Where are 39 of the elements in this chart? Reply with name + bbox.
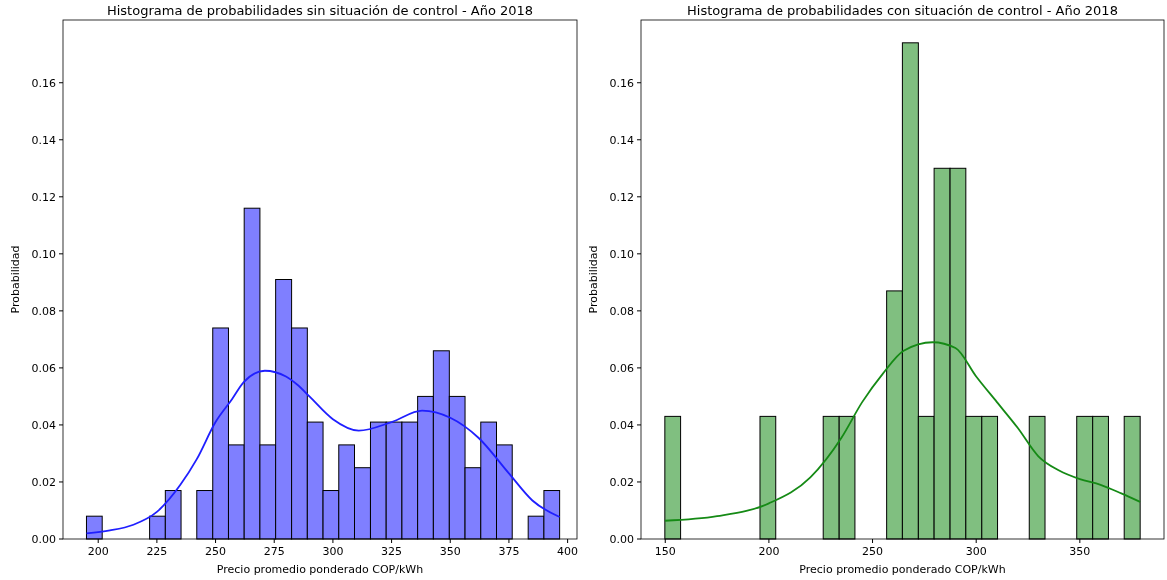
y-tick-label: 0.08	[31, 304, 56, 318]
x-tick-label: 250	[205, 545, 227, 558]
y-tick-label: 0.00	[609, 533, 634, 546]
y-tick-label: 0.10	[31, 247, 56, 261]
chart-title: Histograma de probabilidades sin situación de control - Año 2018	[106, 3, 534, 18]
y-tick-label: 0.04	[31, 418, 56, 432]
y-tick-label: 0.04	[609, 418, 634, 432]
x-tick-label: 150	[654, 545, 676, 558]
y-tick-label: 0.12	[609, 190, 634, 204]
x-tick-label: 325	[381, 545, 403, 558]
y-tick-label: 0.02	[609, 475, 634, 489]
y-tick-label: 0.12	[31, 190, 56, 204]
y-tick-label: 0.02	[31, 475, 56, 489]
x-tick-label: 350	[1069, 545, 1091, 558]
x-tick-label: 375	[498, 545, 520, 558]
y-tick-label: 0.00	[31, 533, 56, 546]
x-axis-title: Precio promedio ponderado COP/kWh	[216, 563, 424, 576]
y-tick-label: 0.16	[31, 76, 56, 90]
x-tick-label: 200	[758, 545, 780, 558]
y-tick-label: 0.14	[609, 133, 634, 147]
y-axis-title: Probabilidad	[587, 245, 600, 314]
y-tick-label: 0.10	[609, 247, 634, 261]
y-tick-label: 0.06	[31, 361, 56, 375]
y-tick-label: 0.08	[609, 304, 634, 318]
x-tick-label: 400	[557, 545, 579, 558]
y-tick-label: 0.16	[609, 76, 634, 90]
x-tick-label: 300	[322, 545, 344, 558]
x-tick-label: 250	[862, 545, 884, 558]
x-tick-label: 300	[965, 545, 987, 558]
y-tick-label: 0.14	[31, 133, 56, 147]
x-tick-label: 225	[146, 545, 168, 558]
x-tick-label: 275	[263, 545, 285, 558]
y-tick-label: 0.06	[609, 361, 634, 375]
chart-title: Histograma de probabilidades con situación de control - Año 2018	[687, 3, 1118, 18]
x-axis-title: Precio promedio ponderado COP/kWh	[799, 563, 1006, 576]
line-series	[663, 341, 1142, 522]
x-tick-label: 200	[87, 545, 109, 558]
y-axis-title: Probabilidad	[9, 245, 22, 314]
x-tick-label: 350	[439, 545, 461, 558]
